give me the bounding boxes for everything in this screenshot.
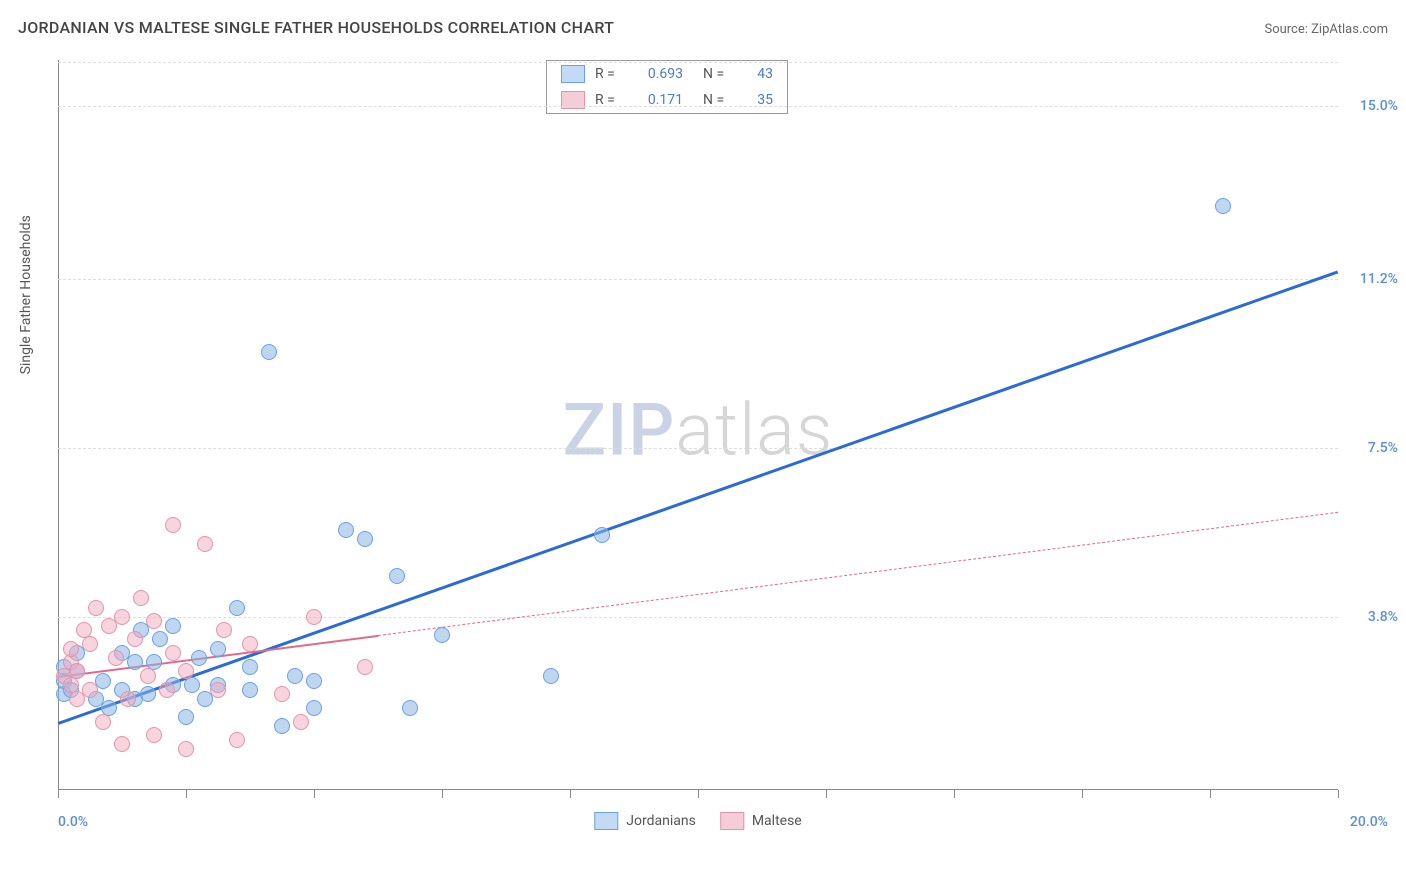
- data-point: [242, 682, 258, 698]
- chart-title: JORDANIAN VS MALTESE SINGLE FATHER HOUSE…: [18, 18, 614, 37]
- legend-swatch: [594, 812, 618, 830]
- data-point: [242, 659, 258, 675]
- data-point: [146, 613, 162, 629]
- legend-label: Jordanians: [626, 813, 696, 829]
- data-point: [159, 682, 175, 698]
- data-point: [261, 344, 277, 360]
- data-point: [402, 700, 418, 716]
- data-point: [357, 659, 373, 675]
- data-point: [338, 522, 354, 538]
- data-point: [127, 654, 143, 670]
- data-point: [210, 641, 226, 657]
- data-point: [210, 682, 226, 698]
- data-point: [389, 568, 405, 584]
- data-point: [69, 663, 85, 679]
- x-tick-label: 0.0%: [58, 814, 88, 830]
- data-point: [165, 618, 181, 634]
- grid-line: [58, 279, 1338, 280]
- data-point: [434, 627, 450, 643]
- legend-swatch: [561, 65, 585, 83]
- data-point: [178, 709, 194, 725]
- plot-area: ZIPatlas R = 0.693 N = 43 R =0.171N =35 Jord…: [58, 60, 1338, 830]
- grid-line: [58, 62, 1338, 63]
- data-point: [306, 700, 322, 716]
- watermark-atlas: atlas: [675, 387, 833, 472]
- grid-line: [58, 106, 1338, 107]
- data-point: [184, 677, 200, 693]
- y-tick-label: 11.2%: [1360, 271, 1398, 287]
- x-tick: [954, 790, 955, 798]
- data-point: [127, 631, 143, 647]
- x-tick: [314, 790, 315, 798]
- watermark: ZIPatlas: [563, 387, 834, 472]
- source-name: ZipAtlas.com: [1311, 22, 1388, 37]
- data-point: [293, 714, 309, 730]
- source-prefix: Source:: [1264, 22, 1311, 37]
- legend-row: R =0.171N =35: [547, 87, 787, 113]
- x-tick: [186, 790, 187, 798]
- source-credit: Source: ZipAtlas.com: [1264, 18, 1388, 37]
- grid-line: [58, 617, 1338, 618]
- data-point: [229, 732, 245, 748]
- x-tick: [826, 790, 827, 798]
- x-tick: [1082, 790, 1083, 798]
- legend-r-label: R =: [595, 66, 623, 82]
- watermark-zip: ZIP: [563, 387, 676, 472]
- data-point: [140, 668, 156, 684]
- legend-label: Maltese: [752, 813, 802, 829]
- data-point: [229, 600, 245, 616]
- legend-n-value: 43: [743, 66, 773, 82]
- x-tick: [698, 790, 699, 798]
- data-point: [88, 600, 104, 616]
- data-point: [543, 668, 559, 684]
- data-point: [594, 527, 610, 543]
- x-tick: [442, 790, 443, 798]
- legend-n-label: N =: [703, 66, 733, 82]
- data-point: [114, 609, 130, 625]
- data-point: [306, 609, 322, 625]
- data-point: [306, 673, 322, 689]
- x-tick-label: 20.0%: [1350, 814, 1388, 830]
- data-point: [82, 682, 98, 698]
- x-tick: [1338, 790, 1339, 798]
- series-legend: Jordanians Maltese: [594, 812, 801, 830]
- x-tick: [58, 790, 59, 798]
- data-point: [1215, 198, 1231, 214]
- data-point: [216, 622, 232, 638]
- trend-line: [58, 270, 1339, 724]
- data-point: [242, 636, 258, 652]
- data-point: [197, 536, 213, 552]
- y-tick-label: 7.5%: [1368, 440, 1398, 456]
- data-point: [63, 641, 79, 657]
- data-point: [178, 663, 194, 679]
- data-point: [108, 650, 124, 666]
- data-point: [287, 668, 303, 684]
- data-point: [140, 686, 156, 702]
- data-point: [178, 741, 194, 757]
- x-tick: [570, 790, 571, 798]
- legend-row: R = 0.693 N = 43: [547, 61, 787, 87]
- y-tick-label: 15.0%: [1360, 98, 1398, 114]
- data-point: [191, 650, 207, 666]
- data-point: [152, 631, 168, 647]
- legend-swatch: [720, 812, 744, 830]
- data-point: [120, 691, 136, 707]
- legend-item: Maltese: [720, 812, 802, 830]
- data-point: [165, 517, 181, 533]
- grid-line: [58, 448, 1338, 449]
- data-point: [357, 531, 373, 547]
- data-point: [133, 590, 149, 606]
- legend-r-value: 0.693: [633, 66, 683, 82]
- y-axis-label: Single Father Households: [18, 215, 34, 374]
- data-point: [146, 727, 162, 743]
- data-point: [274, 686, 290, 702]
- data-point: [274, 718, 290, 734]
- legend-item: Jordanians: [594, 812, 696, 830]
- y-tick-label: 3.8%: [1368, 609, 1398, 625]
- data-point: [82, 636, 98, 652]
- x-tick: [1210, 790, 1211, 798]
- data-point: [114, 736, 130, 752]
- data-point: [165, 645, 181, 661]
- data-point: [95, 714, 111, 730]
